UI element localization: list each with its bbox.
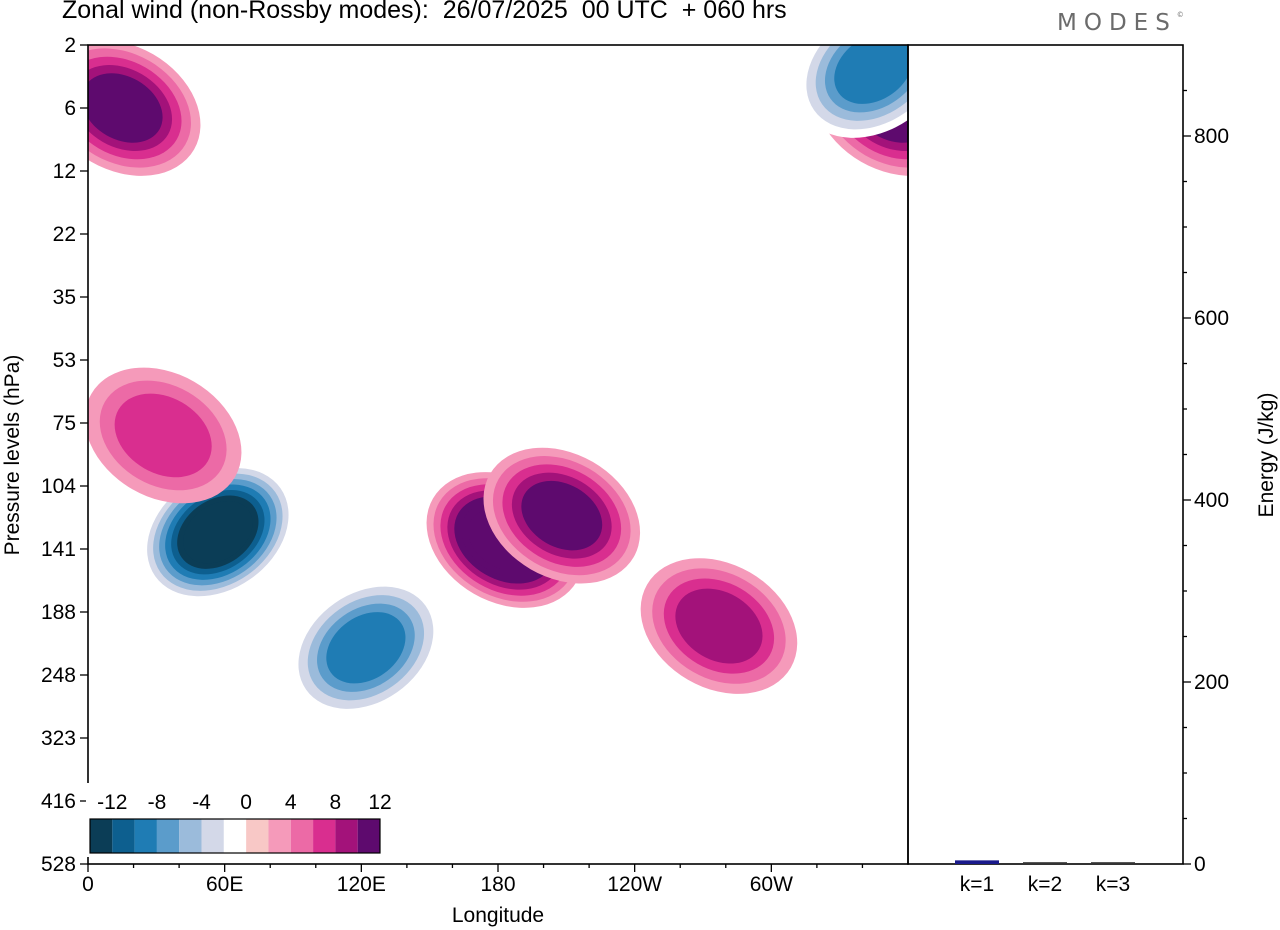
colorbar-swatch [357,819,380,853]
colorbar-swatch [335,819,358,853]
energy-bars: k=1 k=2 k=3 [955,860,1135,896]
y-tick-label: 188 [41,601,76,624]
colorbar-swatch [290,819,314,853]
x-tick-label: 0 [82,873,94,896]
logo-mark: © [1176,11,1184,20]
y-tick-label: 35 [53,286,76,309]
energy-bar [955,860,999,864]
wind-contour [114,393,212,478]
y-tick-label: 22 [53,223,76,246]
wind-feature [640,558,798,694]
colorbar-label: 8 [330,791,342,814]
x-axis-label: Longitude [452,904,544,927]
wind-feature [289,578,443,718]
chart-title: Zonal wind (non-Rossby modes): 26/07/202… [62,0,787,24]
energy-bar [1091,862,1135,864]
y-tick-label: 416 [41,790,76,813]
colorbar-label: 0 [240,791,252,814]
x-tick-label: 120W [607,873,662,896]
y-axis: 2 6 12 22 35 53 75 104 141 188 248 323 416 528 [41,34,88,876]
colorbar-swatch [268,819,291,853]
y-tick-label: 53 [53,349,76,372]
energy-frame [907,44,1184,865]
wind-feature [88,45,201,176]
y-tick-label: 2 [64,34,76,57]
energy-bar-label: k=1 [960,873,994,896]
colorbar-swatch [313,819,336,853]
wind-feature [88,367,242,504]
colorbar-swatch [201,819,224,853]
y-tick-label: 248 [41,664,76,687]
colorbar-label: -4 [192,791,211,814]
wind-contour [183,501,253,564]
x-axis: 0 60E 120E 180 120W 60W [82,864,864,896]
energy-tick-label: 800 [1194,125,1229,148]
colorbar-label: 12 [368,791,391,814]
wind-field [88,45,908,718]
colorbar-swatch [156,819,180,853]
x-tick-label: 60E [206,873,243,896]
energy-bar-label: k=2 [1028,873,1062,896]
wind-contour [326,612,406,684]
y-tick-label: 75 [53,412,76,435]
colorbar-swatch [223,819,247,853]
colorbar-border [89,818,381,854]
energy-bar-label: k=3 [1096,873,1130,896]
y-axis-label: Pressure levels (hPa) [1,355,24,556]
x-tick-label: 180 [480,873,515,896]
colorbar-swatch [112,819,135,853]
energy-tick-label: 200 [1194,671,1229,694]
logo-text: MODES [1057,10,1177,36]
colorbar-label: 4 [285,791,297,814]
y-tick-label: 528 [41,853,76,876]
energy-tick-label: 0 [1194,853,1206,876]
colorbar-label: -12 [97,791,127,814]
x-tick-label: 120E [337,873,386,896]
colorbar-swatch [134,819,157,853]
colorbar-label: -8 [148,791,167,814]
colorbar-swatch [90,819,113,853]
wind-contour [675,588,763,664]
energy-axis: 0 200 400 600 800 [1183,89,1229,876]
colorbar: -12 -8 -4 0 4 8 12 [86,783,392,857]
modes-logo: MODES© [1057,10,1184,36]
y-tick-label: 12 [53,160,76,183]
y-tick-label: 6 [64,97,76,120]
wind-contour [88,73,163,143]
colorbar-swatch [246,819,269,853]
y-tick-label: 141 [41,538,76,561]
energy-bar [1023,862,1067,864]
energy-axis-label: Energy (J/kg) [1255,393,1278,518]
wind-contour [521,480,603,551]
colorbar-swatch [179,819,202,853]
wind-contour [834,45,908,104]
y-tick-label: 104 [41,475,76,498]
x-tick-label: 60W [750,873,793,896]
wind-feature [483,447,641,584]
energy-tick-label: 600 [1194,307,1229,330]
y-tick-label: 323 [41,727,76,750]
energy-tick-label: 400 [1194,489,1229,512]
